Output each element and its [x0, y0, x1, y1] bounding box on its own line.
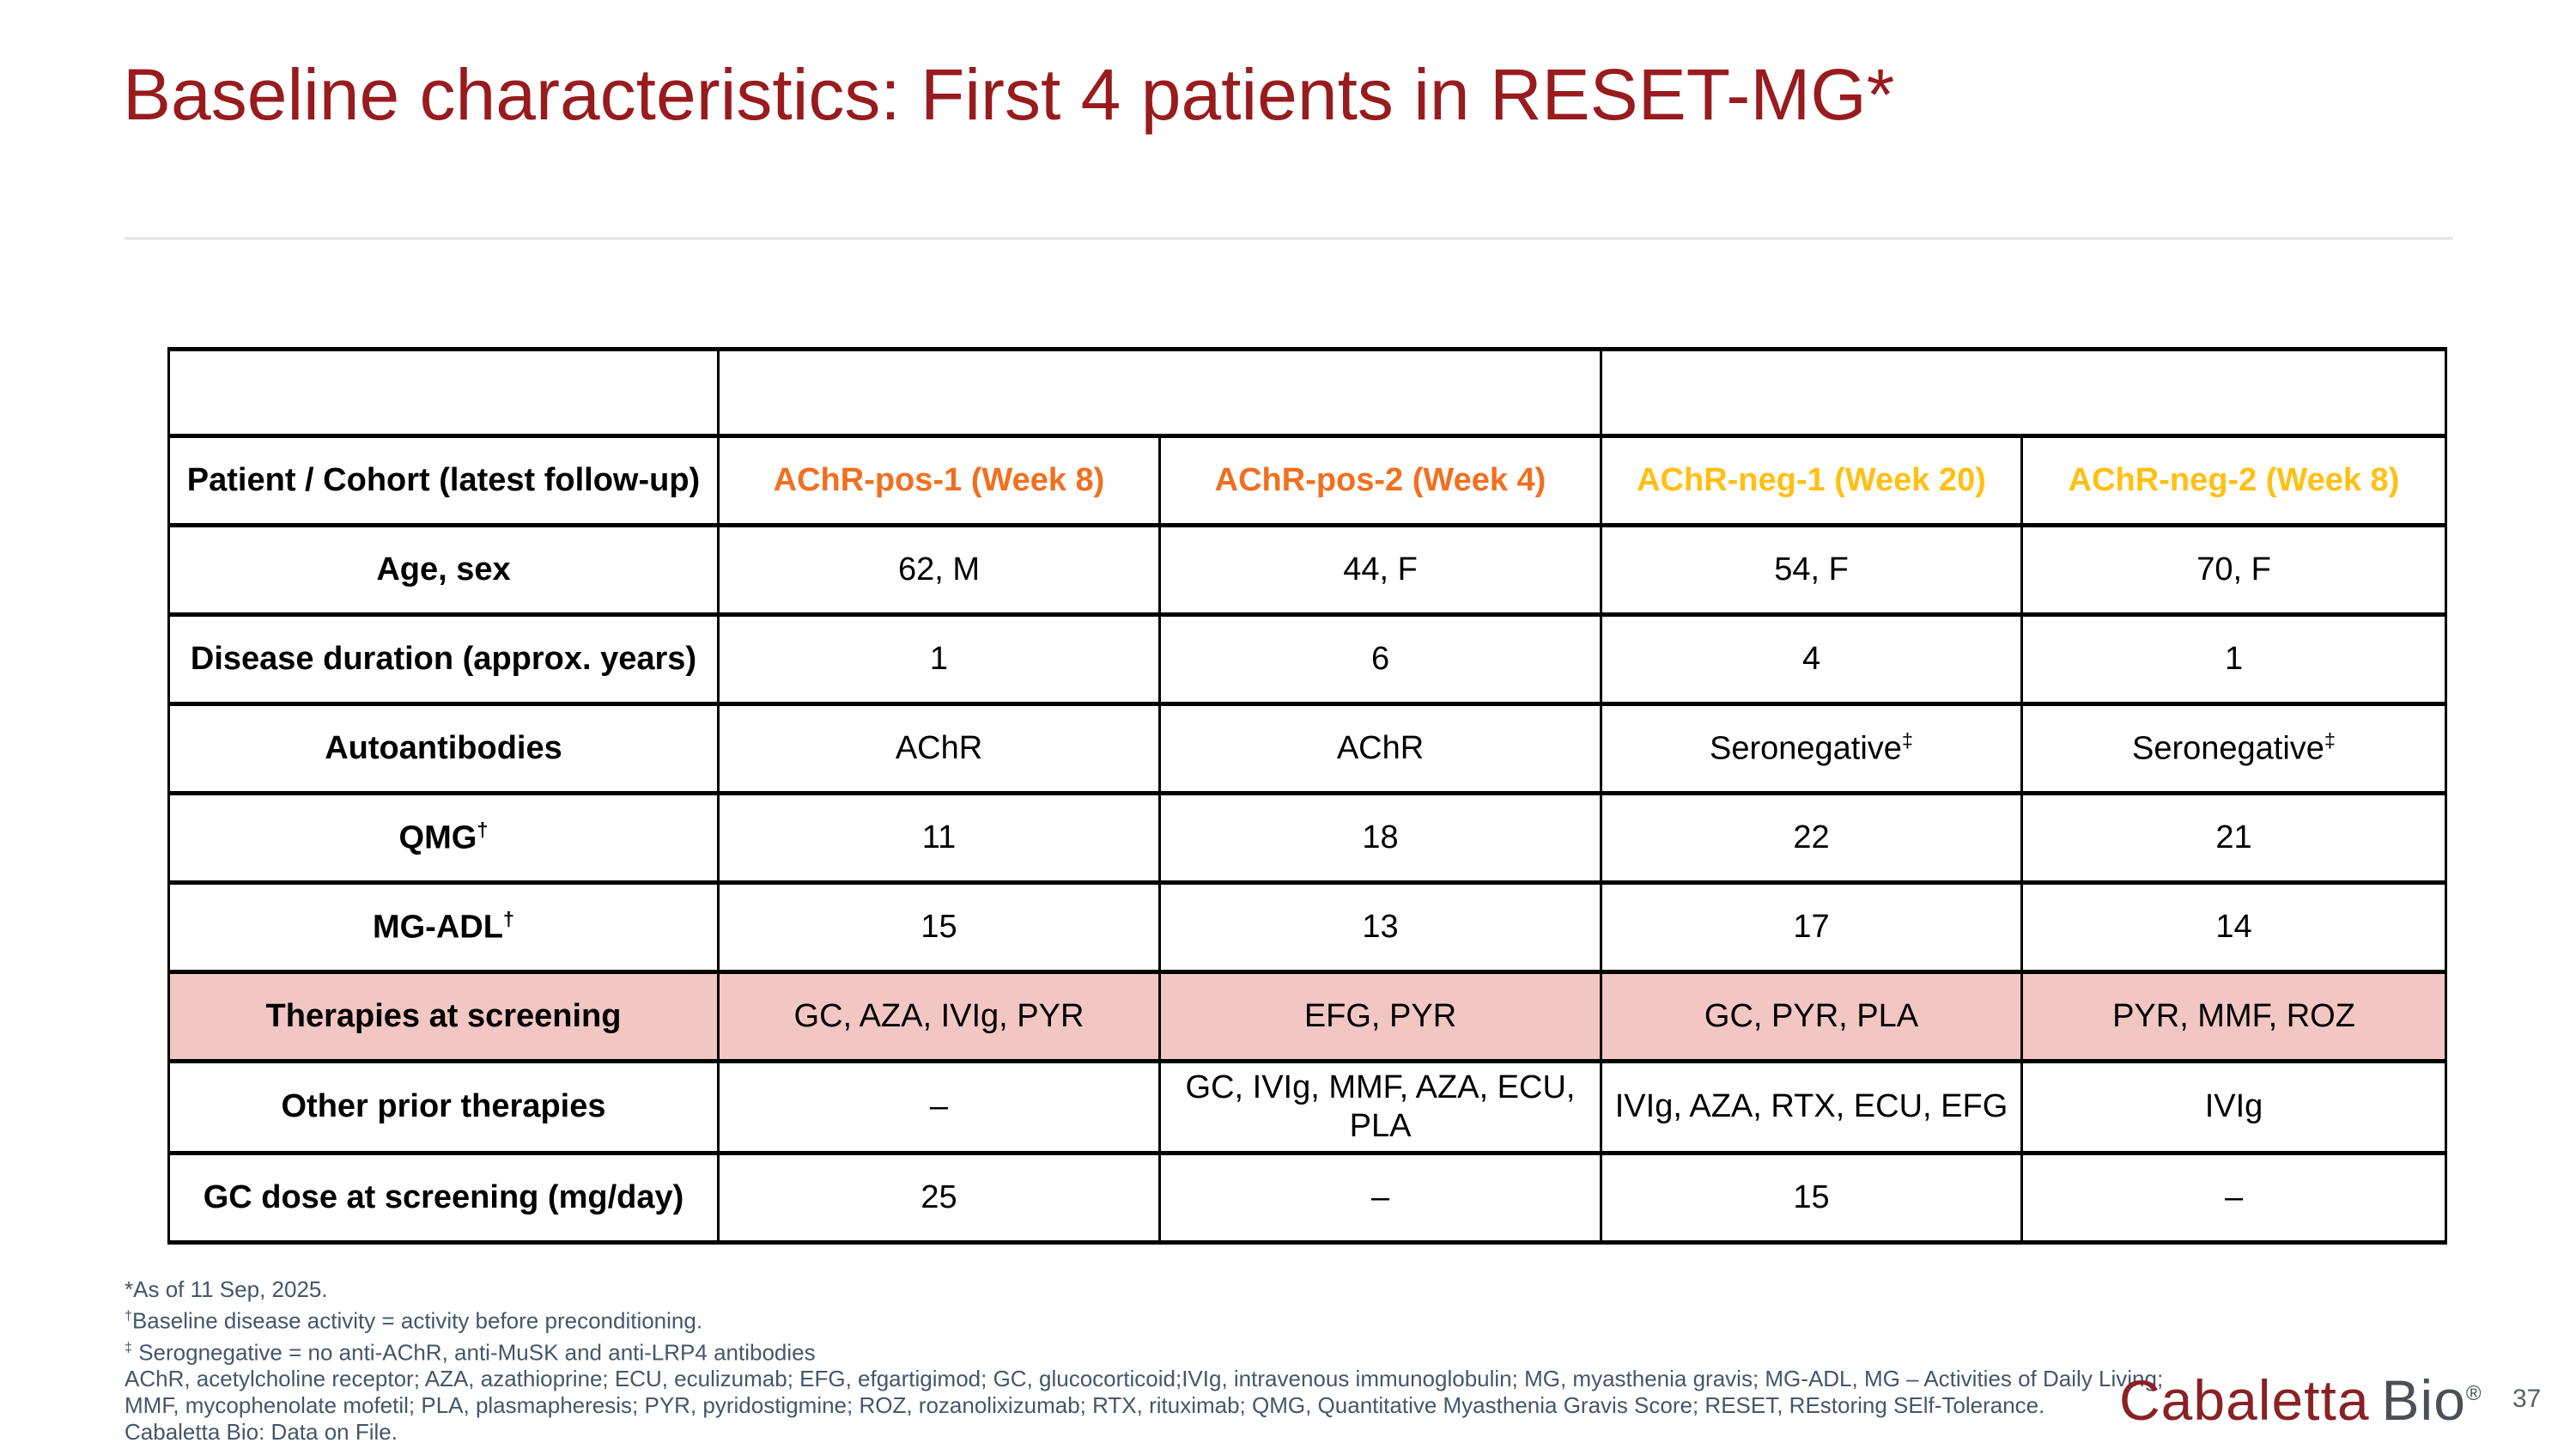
cell: 6: [1157, 612, 1603, 706]
cell: –: [1157, 1150, 1603, 1245]
cell: 44, F: [1157, 523, 1603, 617]
patients-table: AChR Positive AChR Negative Patient / Co…: [167, 347, 2448, 1245]
footnote-marker: †: [125, 1308, 132, 1324]
footnote-line: Cabaletta Bio: Data on File.: [125, 1419, 2117, 1446]
footnote-text: AChR, acetylcholine receptor; AZA, azath…: [125, 1366, 2164, 1392]
cell: 17: [1600, 880, 2024, 974]
table-row-other-prior-therapies: Other prior therapies – GC, IVIg, MMF, A…: [167, 1059, 2448, 1155]
table-row-age-sex: Age, sex 62, M 44, F 54, F 70, F: [167, 523, 2448, 617]
cell: 54, F: [1600, 523, 2024, 617]
footnote-marker: ‡: [125, 1339, 132, 1355]
cell: GC, PYR, PLA: [1600, 970, 2024, 1063]
cell: Seronegative‡: [2020, 702, 2448, 795]
corner-header: Patient / Cohort (latest follow-up): [167, 434, 720, 527]
table-row-qmg: QMG† 11 18 22 21: [167, 791, 2448, 885]
row-label: GC dose at screening (mg/day): [167, 1150, 720, 1245]
row-label: Autoantibodies: [167, 702, 720, 795]
cell: 1: [717, 612, 1161, 706]
footnote-marker: *: [125, 1276, 134, 1302]
table-row-therapies-at-screening: Therapies at screening GC, AZA, IVIg, PY…: [167, 970, 2448, 1063]
row-label: QMG†: [167, 791, 720, 885]
table-row-disease-duration: Disease duration (approx. years) 1 6 4 1: [167, 612, 2448, 706]
row-label: Other prior therapies: [167, 1059, 720, 1155]
page-number: 37: [2512, 1385, 2542, 1413]
column-header-row: Patient / Cohort (latest follow-up) AChR…: [167, 434, 2448, 527]
cell: IVIg, AZA, RTX, ECU, EFG: [1600, 1059, 2024, 1155]
footnote-text: Serognegative = no anti-AChR, anti-MuSK …: [131, 1339, 816, 1366]
group-header-achr-negative: AChR Negative: [1600, 347, 2448, 438]
cell: 22: [1600, 791, 2024, 885]
cell: AChR: [1157, 702, 1603, 795]
cell: PYR, MMF, ROZ: [2020, 970, 2448, 1063]
registered-trademark-icon: ®: [2465, 1382, 2482, 1405]
table-row-gc-dose: GC dose at screening (mg/day) 25 – 15 –: [167, 1150, 2448, 1245]
group-header-achr-positive: AChR Positive: [716, 347, 1603, 438]
cell: GC, IVIg, MMF, AZA, ECU, PLA: [1157, 1059, 1603, 1155]
row-label-sup: †: [477, 818, 489, 841]
cell-text: Seronegative: [1709, 730, 1902, 767]
cell: 15: [1600, 1150, 2024, 1245]
title-divider: [125, 237, 2453, 240]
group-header-row: AChR Positive AChR Negative: [167, 347, 2448, 438]
cell: 70, F: [2020, 523, 2448, 617]
footnote-text: Cabaletta Bio: Data on File.: [125, 1419, 398, 1446]
column-header-achr-neg-2: AChR-neg-2 (Week 8): [2020, 434, 2448, 527]
column-header-achr-pos-2: AChR-pos-2 (Week 4): [1157, 434, 1603, 527]
cabaletta-bio-logo: Cabaletta Bio®: [2119, 1367, 2482, 1433]
cell: AChR: [717, 702, 1161, 795]
cell-sup: ‡: [2324, 728, 2336, 752]
logo-wordmark-bio: Bio: [2381, 1368, 2466, 1432]
footnote-line: AChR, acetylcholine receptor; AZA, azath…: [125, 1366, 2163, 1392]
cell: Seronegative‡: [1600, 702, 2024, 795]
footnote-text: MMF, mycophenolate mofetil; PLA, plasmap…: [125, 1392, 2045, 1419]
footnote-line: *As of 11 Sep, 2025.: [125, 1276, 2117, 1303]
footnote-line: †Baseline disease activity = activity be…: [125, 1303, 2117, 1335]
cell: 62, M: [717, 523, 1161, 617]
row-label-sup: †: [502, 907, 515, 930]
row-label: Therapies at screening: [167, 970, 720, 1063]
cell: 13: [1157, 880, 1603, 974]
cell: 18: [1157, 791, 1603, 885]
logo-wordmark-cabaletta: Cabaletta: [2119, 1368, 2370, 1432]
cell: 1: [2020, 612, 2448, 706]
cell-sup: ‡: [1901, 728, 1914, 752]
footnote-line: MMF, mycophenolate mofetil; PLA, plasmap…: [125, 1392, 2117, 1419]
cell: 21: [2020, 791, 2448, 885]
cell: GC, AZA, IVIg, PYR: [717, 970, 1161, 1063]
slide-title: Baseline characteristics: First 4 patien…: [123, 54, 1895, 135]
row-label-text: QMG: [398, 819, 477, 856]
row-label: Disease duration (approx. years): [167, 612, 720, 706]
cell: 4: [1600, 612, 2024, 706]
cell: –: [717, 1059, 1161, 1155]
cell: 25: [717, 1150, 1161, 1245]
footnote-line: ‡ Serognegative = no anti-AChR, anti-MuS…: [125, 1335, 2117, 1367]
cell: EFG, PYR: [1157, 970, 1603, 1063]
footnotes-block: *As of 11 Sep, 2025. †Baseline disease a…: [125, 1276, 2163, 1446]
column-header-achr-pos-1: AChR-pos-1 (Week 8): [717, 434, 1161, 527]
column-header-achr-neg-1: AChR-neg-1 (Week 20): [1600, 434, 2024, 527]
cell-text: Seronegative: [2131, 730, 2324, 767]
row-label-text: MG-ADL: [372, 909, 503, 946]
corner-ghost-cell: [167, 347, 720, 438]
footnote-text: As of 11 Sep, 2025.: [133, 1276, 328, 1302]
cell: IVIg: [2020, 1059, 2448, 1155]
table-row-mg-adl: MG-ADL† 15 13 17 14: [167, 880, 2448, 974]
footnote-text: Baseline disease activity = activity bef…: [131, 1307, 703, 1334]
table-row-autoantibodies: Autoantibodies AChR AChR Seronegative‡ S…: [167, 702, 2448, 795]
cell: 14: [2020, 880, 2448, 974]
cell: 15: [717, 880, 1161, 974]
row-label: Age, sex: [167, 523, 720, 617]
cell: –: [2020, 1150, 2448, 1245]
cell: 11: [717, 791, 1161, 885]
row-label: MG-ADL†: [167, 880, 720, 974]
